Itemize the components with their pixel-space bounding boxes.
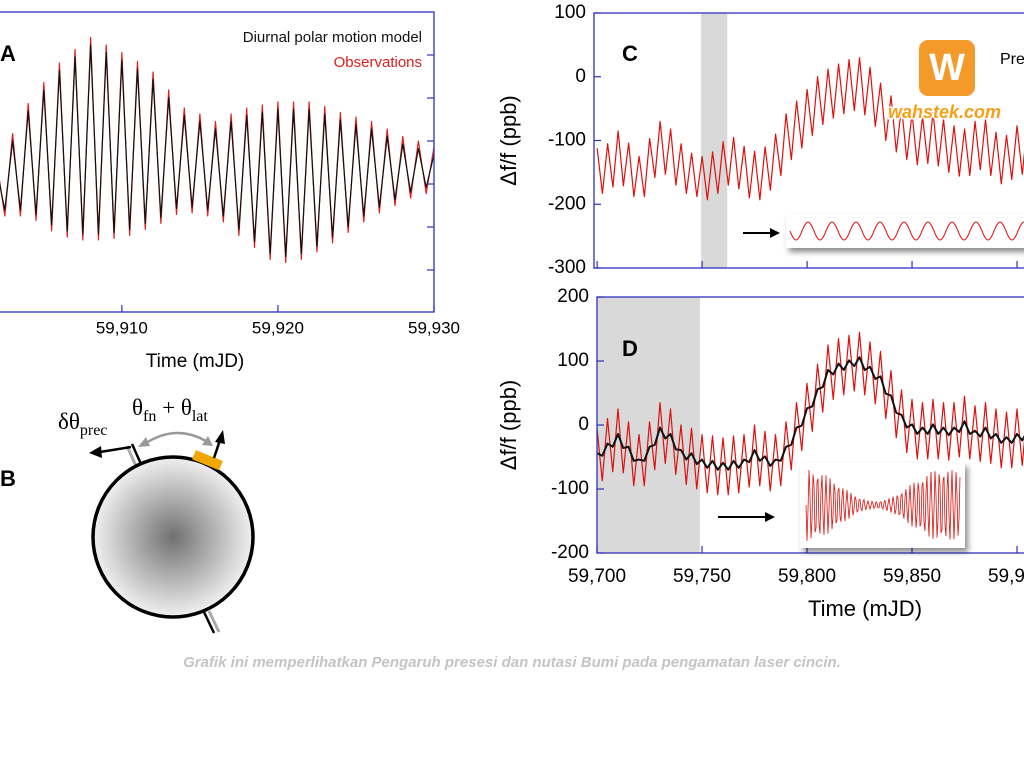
y-tick-label: 100	[557, 350, 589, 371]
inset-box	[786, 214, 1024, 248]
x-tick-label: 59,750	[673, 566, 731, 587]
series-line	[596, 57, 1024, 201]
label-sub: lat	[192, 408, 209, 425]
watermark: W wahstek.com	[887, 40, 1003, 123]
inset-wave	[805, 470, 961, 541]
label-base: θ	[132, 395, 143, 420]
x-tick-label: 59,800	[778, 566, 836, 587]
arrow-head	[765, 512, 775, 522]
logo-letter: W	[929, 47, 965, 89]
y-tick-label: 200	[557, 286, 589, 307]
plots: 59,910 59,920 59,930 Time (mJD) A Diurnal pol…	[0, 2, 1024, 621]
panel-label: D	[622, 336, 638, 361]
inset-wave	[789, 221, 1024, 241]
panel-label: B	[0, 466, 16, 491]
logo-box	[919, 40, 975, 96]
arrow	[99, 445, 132, 454]
arrow-head	[770, 228, 780, 238]
x-tick-label: 59,700	[568, 566, 626, 587]
x-tick-label: 59,920	[252, 318, 304, 337]
y-tick-label: 0	[575, 66, 586, 87]
x-tick-label: 59,930	[408, 318, 460, 337]
x-tick-label: 59,850	[883, 566, 941, 587]
ring-laser	[192, 450, 223, 471]
annotation: Pre	[1000, 51, 1024, 68]
x-tick-label: 59,900	[988, 566, 1024, 587]
arrow-head	[202, 436, 213, 446]
inset-d	[718, 463, 965, 548]
arrow	[212, 439, 222, 459]
plot-frame	[0, 11, 435, 313]
series-line	[0, 44, 435, 258]
arc-arrow	[145, 431, 207, 445]
y-tick-label: -100	[551, 478, 589, 499]
inset-c	[743, 214, 1024, 248]
y-tick-label: 100	[554, 2, 586, 23]
y-tick-label: -300	[548, 257, 586, 278]
spin-axis	[207, 610, 221, 633]
a-right-ticks	[427, 54, 434, 271]
series-line	[596, 356, 1024, 471]
spin-axis	[130, 443, 143, 465]
y-tick-label: -200	[551, 542, 589, 563]
x-axis-label: Time (mJD)	[808, 596, 922, 621]
spin-axis	[202, 611, 216, 634]
label-sub: fn	[143, 408, 156, 425]
arrow-head	[138, 437, 150, 447]
y-axis-label: Δf/f (ppb)	[496, 380, 521, 471]
y-axis-label: Δf/f (ppb)	[496, 95, 521, 186]
panel-b: B δθprec θfn + θlat	[0, 395, 255, 634]
y-tick-label: -200	[548, 193, 586, 214]
shaded-span	[701, 13, 728, 268]
label-base: δθ	[58, 409, 80, 434]
legend-entry: Observations	[334, 54, 422, 71]
arrow-head	[215, 430, 225, 444]
x-tick-label: 59,910	[96, 318, 148, 337]
label-sub: prec	[80, 422, 108, 439]
arrow-head	[89, 446, 102, 458]
x-axis-label: Time (mJD)	[146, 351, 245, 372]
angle-label: θfn + θlat	[132, 395, 208, 424]
legend-entry: Diurnal polar motion model	[243, 29, 422, 46]
caption: Grafik ini memperlihatkan Pengaruh prese…	[183, 654, 841, 671]
panel-label: C	[622, 41, 638, 66]
site-name: wahstek.com	[888, 102, 1001, 122]
spin-axis	[125, 445, 138, 467]
label-base: + θ	[156, 395, 192, 420]
shaded-span	[597, 297, 700, 553]
y-tick-label: 0	[578, 414, 589, 435]
precession-label: δθprec	[58, 409, 107, 438]
earth	[91, 455, 255, 619]
panel-label: A	[0, 41, 16, 66]
y-tick-label: -100	[548, 130, 586, 151]
